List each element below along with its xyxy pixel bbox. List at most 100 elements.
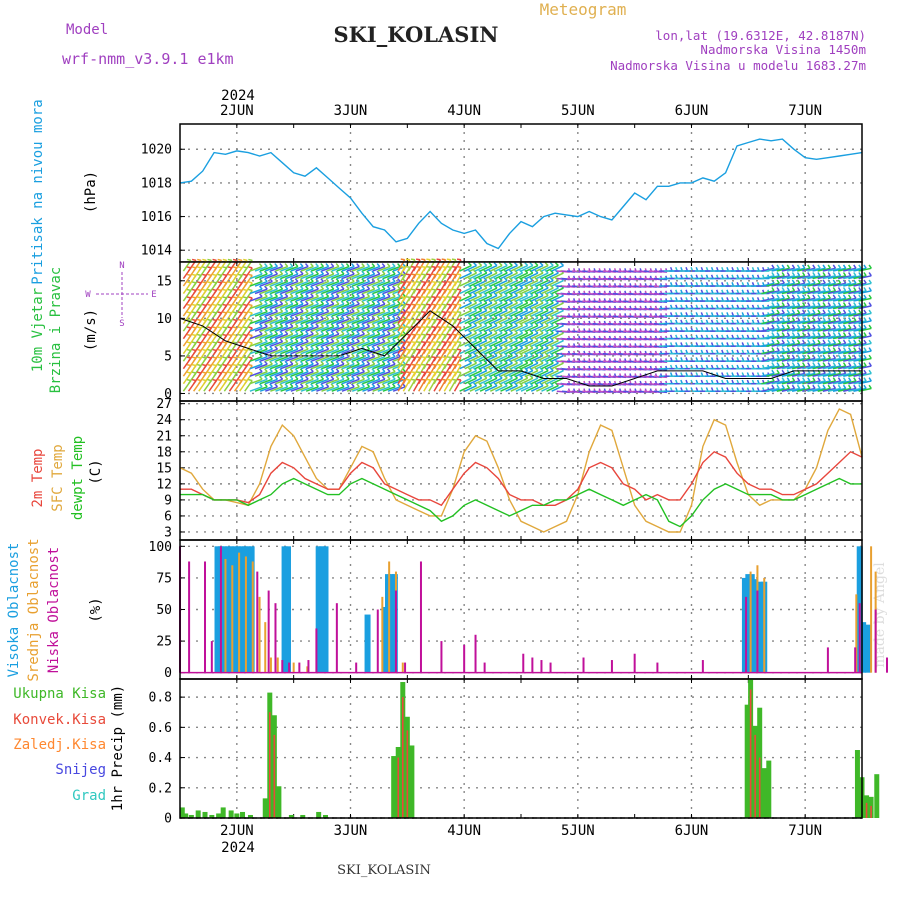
wind-barb (515, 324, 528, 332)
wind-barb-feather (791, 302, 796, 307)
wind-barb-feather (320, 315, 325, 320)
wind-barb-feather (473, 382, 478, 387)
wind-barb (275, 378, 288, 385)
wind-barb-feather (549, 307, 554, 312)
wind-barb-feather (544, 344, 549, 349)
wind-barb-feather (371, 330, 376, 335)
wind-barb-feather (269, 293, 273, 298)
wind-barb (791, 312, 805, 317)
wind-barb (290, 318, 304, 325)
wind-barb-feather (524, 374, 529, 379)
wind-barb-feather (320, 270, 325, 275)
wind-barb (848, 342, 862, 347)
wind-barb-feather (529, 307, 534, 312)
wind-barb-feather (812, 339, 816, 344)
wind-barb-feather (544, 307, 549, 312)
wind-barb (305, 303, 319, 310)
wind-barb (843, 380, 857, 385)
wind-barb (536, 309, 549, 317)
wind-barb (786, 327, 800, 332)
wind-barb (249, 363, 263, 370)
wind-barb-feather (456, 356, 462, 359)
wind-barb-feather (832, 377, 837, 382)
wind-barb (377, 310, 391, 317)
wind-barb (341, 371, 355, 377)
wind-barb (525, 362, 539, 370)
wind-barb-feather (488, 382, 493, 387)
wind-barb-feather (441, 333, 446, 336)
wind-barb (264, 325, 278, 332)
wind-barb-feather (776, 324, 780, 329)
wind-barb-feather (416, 371, 421, 374)
wind-barb-feather (405, 303, 410, 306)
wind-barb-feather (514, 329, 518, 334)
wind-barb-feather (446, 280, 451, 284)
wind-barb (771, 387, 785, 392)
wind-barb-feather (791, 347, 796, 352)
wind-barb-feather (330, 323, 335, 328)
wind-barb (797, 312, 811, 317)
wind-barb-feather (842, 279, 847, 284)
wind-barb (832, 365, 846, 370)
wind-barb (259, 303, 273, 310)
wind-barb (858, 380, 872, 385)
wind-barb (336, 386, 350, 392)
wind-barb (843, 335, 857, 340)
wind-barb (469, 332, 482, 340)
wind-barb-feather (446, 348, 451, 351)
wind-barb (259, 325, 273, 332)
wind-barb-feather (473, 374, 478, 379)
wind-barb-feather (243, 258, 248, 262)
wind-barb-feather (274, 323, 279, 328)
wind-barb (367, 288, 381, 295)
wind-barb-feather (299, 270, 304, 275)
compass-s: S (119, 319, 124, 329)
wind-barb-feather (446, 363, 451, 366)
wind-barb (802, 320, 816, 325)
wind-barb-feather (812, 362, 816, 367)
wind-barb (530, 264, 544, 272)
wind-barb (546, 332, 559, 340)
wind-barb-feather (786, 324, 791, 329)
wind-barb (321, 363, 334, 370)
wind-barb (264, 303, 278, 310)
wind-barb-feather (361, 353, 365, 358)
wind-barb (766, 380, 780, 385)
wind-barb (249, 265, 263, 272)
wind-barb-feather (539, 292, 544, 297)
wind-barb (259, 341, 273, 347)
wind-barb (525, 317, 539, 325)
wind-barb-feather (294, 308, 299, 313)
wind-barb-feather (503, 352, 508, 357)
temp-ylabel-3: dewpt Temp (70, 436, 86, 520)
wind-barb-feather (381, 315, 386, 320)
wind-barb (326, 273, 340, 280)
wind-barb (479, 332, 493, 340)
wind-barb (761, 282, 775, 287)
wind-barb-feather (345, 323, 350, 328)
wind-barb-feather (416, 295, 421, 299)
wind-barb-feather (421, 295, 426, 299)
wind-barb-feather (503, 329, 508, 334)
wind-barb-feather (222, 258, 227, 262)
wind-barb-feather (822, 272, 826, 277)
wind-barb (766, 297, 780, 302)
wind-barb (848, 267, 862, 272)
wind-barb-feather (421, 378, 426, 381)
wind-barb-feather (524, 382, 529, 387)
wind-barb-feather (503, 307, 508, 312)
wind-barb (827, 365, 841, 370)
wind-barb (827, 290, 841, 295)
wind-barb-feather (410, 280, 416, 284)
wind-barb-feather (410, 341, 416, 344)
wind-barb (331, 310, 345, 317)
wind-barb (300, 273, 314, 280)
high-cloud-bar (284, 546, 291, 673)
wind-barb (781, 350, 795, 355)
wind-barb (275, 310, 288, 317)
wind-barb (295, 341, 309, 347)
wind-barb-feather (493, 329, 498, 334)
wind-barb-feather (827, 309, 832, 314)
wind-barb-feather (488, 292, 493, 297)
wind-barb-feather (274, 308, 279, 313)
